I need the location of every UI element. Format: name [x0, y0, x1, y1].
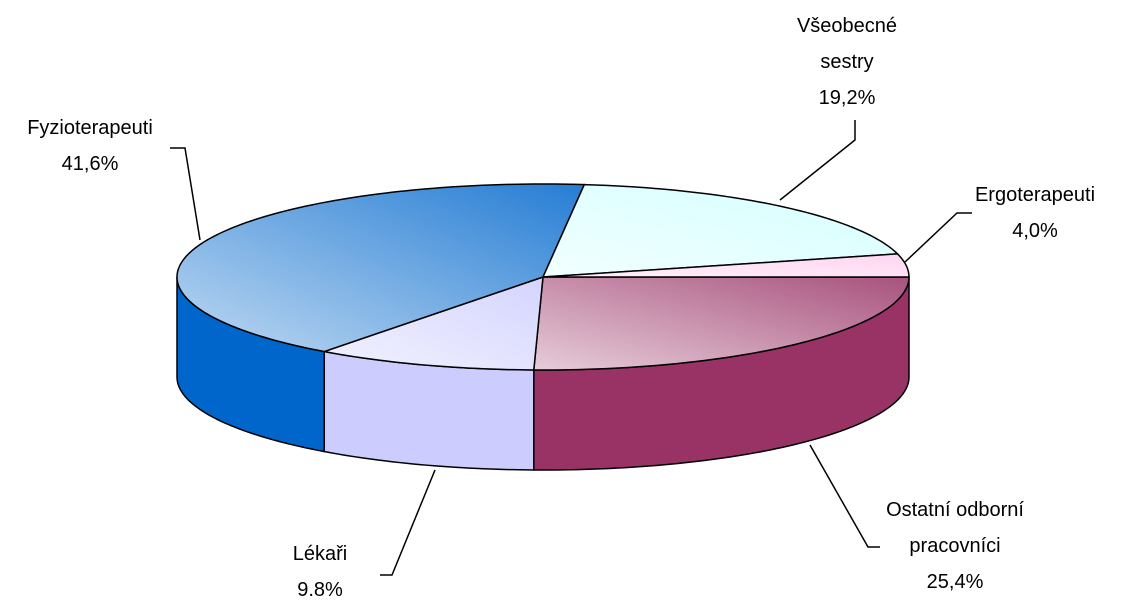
slice-name: Ostatní odborní pracovníci: [886, 499, 1024, 557]
leader-line: [904, 212, 972, 263]
leader-line: [779, 120, 856, 201]
slice-label: Všeobecné sestry 19,2%: [787, 8, 907, 116]
slice-value: 19,2%: [818, 87, 876, 109]
slice-value: 4,0%: [1012, 220, 1058, 242]
slice-label: Ostatní odborní pracovníci 25,4%: [865, 492, 1045, 600]
pie-slice: [176, 183, 586, 353]
slice-name: Fyzioterapeuti: [27, 117, 153, 139]
slice-name: Ergoterapeuti: [974, 184, 1096, 206]
pie-slice: [321, 275, 544, 371]
pie-slice: [541, 183, 900, 278]
slice-value: 41,6%: [61, 153, 119, 175]
slice-value: 9.8%: [297, 579, 343, 601]
leader-line: [170, 147, 201, 241]
slice-label: Ergoterapeuti 4,0%: [955, 177, 1115, 249]
slice-label: Fyzioterapeuti 41,6%: [0, 110, 180, 182]
pie-slice: [542, 253, 910, 278]
slice-name: Lékaři: [292, 543, 348, 565]
slice-label: Lékaři 9.8%: [260, 536, 380, 608]
pie-slice: [532, 276, 910, 371]
slice-name: Všeobecné sestry: [796, 15, 898, 73]
slice-value: 25,4%: [926, 571, 984, 593]
leader-line: [809, 444, 880, 548]
leader-line: [380, 469, 436, 576]
